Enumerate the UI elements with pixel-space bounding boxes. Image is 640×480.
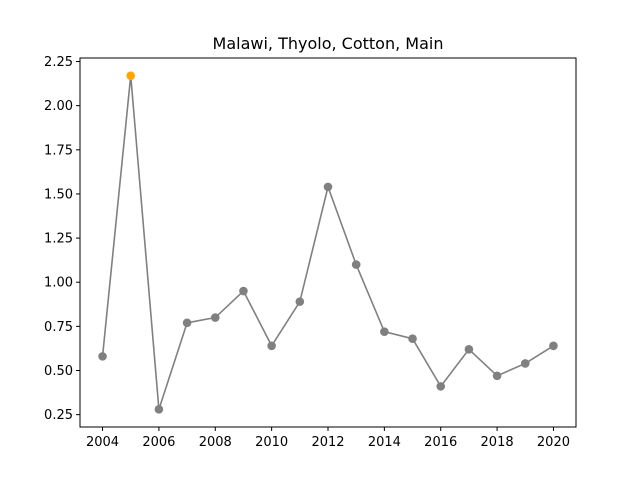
y-tick-label: 1.50	[44, 187, 73, 202]
x-tick-label: 2010	[255, 435, 288, 450]
highlighted-point	[126, 71, 136, 80]
data-point	[210, 313, 220, 322]
x-tick-label: 2008	[199, 435, 232, 450]
data-point	[549, 341, 558, 351]
x-tick-label: 2018	[481, 435, 514, 450]
y-tick-label: 1.25	[44, 232, 73, 247]
data-point	[98, 352, 107, 361]
data-point	[492, 371, 502, 381]
y-tick-label: 0.25	[44, 408, 73, 423]
x-tick-label: 2016	[424, 435, 457, 450]
y-tick-label: 0.50	[44, 364, 73, 379]
axes: 2004 2006 2008 2010 2012 2014 2016 2018 2020 0.25…	[44, 55, 570, 450]
x-tick-label: 2020	[537, 435, 570, 450]
data-point	[520, 359, 530, 368]
data-point	[154, 405, 164, 414]
data-point	[295, 297, 305, 306]
data-point	[323, 182, 333, 192]
data-point	[182, 318, 192, 328]
x-tick-label: 2014	[368, 435, 401, 450]
plot-frame	[79, 57, 577, 428]
data-point	[351, 260, 361, 269]
data-point	[380, 327, 389, 336]
data-point	[239, 286, 248, 296]
chart-title: Malawi, Thyolo, Cotton, Main	[213, 34, 444, 53]
data-point	[436, 382, 446, 391]
x-tick-label: 2004	[86, 435, 119, 450]
data-point	[408, 334, 417, 344]
y-tick-label: 2.25	[44, 55, 73, 70]
y-tick-label: 1.75	[44, 143, 73, 158]
y-tick-label: 1.00	[44, 276, 73, 291]
y-tick-label: 2.00	[44, 99, 73, 114]
x-tick-label: 2012	[311, 435, 344, 450]
data-point	[267, 341, 276, 351]
data-points	[98, 71, 558, 414]
data-point	[464, 345, 474, 354]
x-tick-label: 2006	[142, 435, 175, 450]
y-tick-label: 0.75	[44, 320, 73, 335]
